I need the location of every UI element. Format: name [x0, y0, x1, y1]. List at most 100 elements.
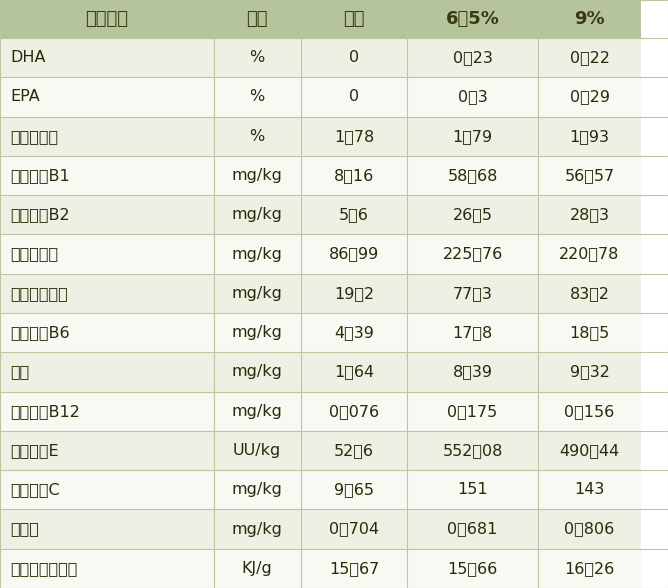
- Text: 552．08: 552．08: [442, 443, 503, 458]
- Text: 8．39: 8．39: [453, 365, 492, 379]
- FancyBboxPatch shape: [0, 156, 214, 195]
- FancyBboxPatch shape: [407, 509, 538, 549]
- Text: 0．156: 0．156: [564, 404, 615, 419]
- FancyBboxPatch shape: [214, 156, 301, 195]
- FancyBboxPatch shape: [0, 77, 214, 116]
- Text: 1．78: 1．78: [334, 129, 374, 143]
- Text: 0．076: 0．076: [329, 404, 379, 419]
- Text: 葉酸: 葉酸: [10, 365, 29, 379]
- FancyBboxPatch shape: [407, 116, 538, 156]
- Text: 代謝エネルギー: 代謝エネルギー: [10, 561, 77, 576]
- FancyBboxPatch shape: [301, 156, 407, 195]
- FancyBboxPatch shape: [407, 0, 538, 38]
- Text: 52．6: 52．6: [334, 443, 374, 458]
- Text: mg/kg: mg/kg: [232, 325, 283, 340]
- FancyBboxPatch shape: [301, 273, 407, 313]
- FancyBboxPatch shape: [0, 235, 214, 273]
- Text: 16．26: 16．26: [564, 561, 615, 576]
- Text: 83．2: 83．2: [570, 286, 609, 301]
- Text: 0: 0: [349, 50, 359, 65]
- Text: ビタミンB12: ビタミンB12: [10, 404, 80, 419]
- Text: mg/kg: mg/kg: [232, 168, 283, 183]
- Text: 9．32: 9．32: [570, 365, 609, 379]
- FancyBboxPatch shape: [0, 470, 214, 509]
- FancyBboxPatch shape: [301, 549, 407, 588]
- FancyBboxPatch shape: [538, 235, 641, 273]
- Text: mg/kg: mg/kg: [232, 286, 283, 301]
- Text: ビタミンE: ビタミンE: [10, 443, 59, 458]
- FancyBboxPatch shape: [0, 273, 214, 313]
- FancyBboxPatch shape: [0, 392, 214, 431]
- FancyBboxPatch shape: [214, 38, 301, 77]
- Text: 含有成分: 含有成分: [86, 10, 128, 28]
- Text: 0．806: 0．806: [564, 522, 615, 537]
- FancyBboxPatch shape: [538, 470, 641, 509]
- Text: %: %: [250, 89, 265, 105]
- Text: 0．681: 0．681: [448, 522, 498, 537]
- Text: %: %: [250, 129, 265, 143]
- FancyBboxPatch shape: [214, 313, 301, 352]
- Text: 9．65: 9．65: [334, 482, 374, 497]
- Text: 5．6: 5．6: [339, 207, 369, 222]
- FancyBboxPatch shape: [538, 313, 641, 352]
- FancyBboxPatch shape: [407, 77, 538, 116]
- Text: 18．5: 18．5: [569, 325, 610, 340]
- FancyBboxPatch shape: [214, 392, 301, 431]
- FancyBboxPatch shape: [301, 195, 407, 235]
- FancyBboxPatch shape: [301, 0, 407, 38]
- Text: ビタミンB6: ビタミンB6: [10, 325, 69, 340]
- FancyBboxPatch shape: [301, 38, 407, 77]
- FancyBboxPatch shape: [0, 0, 214, 38]
- FancyBboxPatch shape: [538, 431, 641, 470]
- FancyBboxPatch shape: [214, 235, 301, 273]
- Text: アルギニン: アルギニン: [10, 129, 58, 143]
- FancyBboxPatch shape: [407, 431, 538, 470]
- Text: 490．44: 490．44: [559, 443, 620, 458]
- FancyBboxPatch shape: [407, 352, 538, 392]
- Text: 1．64: 1．64: [334, 365, 374, 379]
- Text: mg/kg: mg/kg: [232, 522, 283, 537]
- Text: 220．78: 220．78: [559, 246, 620, 262]
- FancyBboxPatch shape: [538, 392, 641, 431]
- FancyBboxPatch shape: [0, 38, 214, 77]
- FancyBboxPatch shape: [0, 116, 214, 156]
- Text: ビタミンB1: ビタミンB1: [10, 168, 69, 183]
- Text: 0．175: 0．175: [448, 404, 498, 419]
- FancyBboxPatch shape: [538, 549, 641, 588]
- FancyBboxPatch shape: [407, 313, 538, 352]
- Text: 8．16: 8．16: [334, 168, 374, 183]
- FancyBboxPatch shape: [214, 0, 301, 38]
- Text: 9%: 9%: [574, 10, 605, 28]
- FancyBboxPatch shape: [538, 273, 641, 313]
- Text: 151: 151: [458, 482, 488, 497]
- Text: mg/kg: mg/kg: [232, 404, 283, 419]
- Text: ビタミンC: ビタミンC: [10, 482, 59, 497]
- FancyBboxPatch shape: [0, 313, 214, 352]
- Text: 58．68: 58．68: [448, 168, 498, 183]
- FancyBboxPatch shape: [538, 38, 641, 77]
- Text: EPA: EPA: [10, 89, 40, 105]
- Text: 86．99: 86．99: [329, 246, 379, 262]
- Text: 0．23: 0．23: [453, 50, 492, 65]
- Text: %: %: [250, 50, 265, 65]
- Text: mg/kg: mg/kg: [232, 207, 283, 222]
- Text: mg/kg: mg/kg: [232, 365, 283, 379]
- FancyBboxPatch shape: [214, 195, 301, 235]
- Text: 143: 143: [574, 482, 605, 497]
- FancyBboxPatch shape: [0, 549, 214, 588]
- FancyBboxPatch shape: [538, 0, 641, 38]
- Text: 19．2: 19．2: [334, 286, 374, 301]
- Text: 0．3: 0．3: [458, 89, 488, 105]
- FancyBboxPatch shape: [214, 77, 301, 116]
- FancyBboxPatch shape: [407, 392, 538, 431]
- Text: mg/kg: mg/kg: [232, 246, 283, 262]
- FancyBboxPatch shape: [538, 509, 641, 549]
- FancyBboxPatch shape: [214, 431, 301, 470]
- Text: 77．3: 77．3: [453, 286, 492, 301]
- Text: 56．57: 56．57: [564, 168, 615, 183]
- Text: 1．79: 1．79: [452, 129, 493, 143]
- FancyBboxPatch shape: [407, 38, 538, 77]
- FancyBboxPatch shape: [301, 77, 407, 116]
- Text: 15．66: 15．66: [448, 561, 498, 576]
- Text: 1．93: 1．93: [570, 129, 609, 143]
